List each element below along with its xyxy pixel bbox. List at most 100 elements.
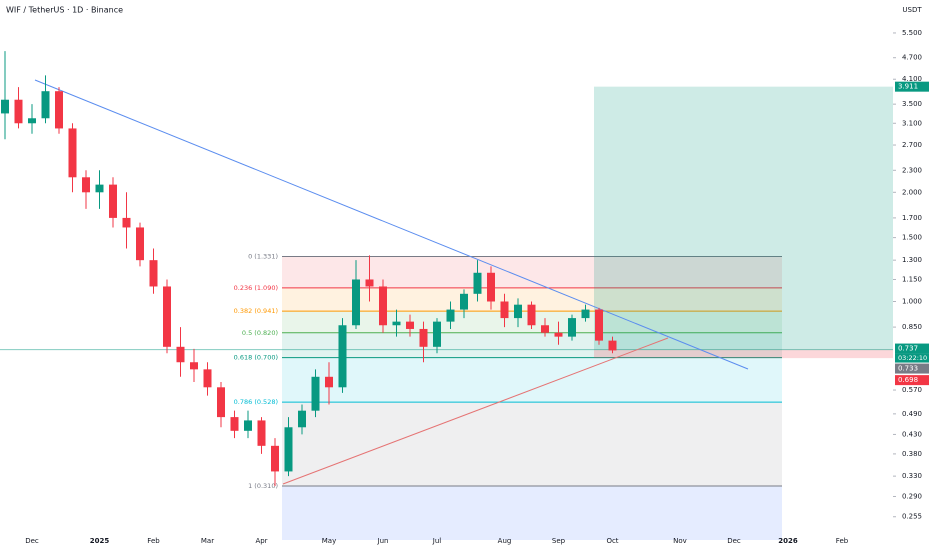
x-tick-label: Dec <box>727 537 741 545</box>
candle-body <box>190 362 198 370</box>
y-tick-label: 1.150 <box>902 275 922 283</box>
fib-label: 0.786 (0.528) <box>234 398 278 406</box>
candle-body <box>568 318 576 337</box>
candle-body <box>514 304 522 319</box>
x-tick-label: 2025 <box>90 537 110 545</box>
currency: USDT <box>902 6 922 14</box>
candle-body <box>55 91 63 129</box>
candle-body <box>311 376 320 411</box>
entry-badge-label: 0.737 <box>898 345 918 353</box>
candle-body <box>554 332 563 337</box>
y-tick-label: 2.700 <box>902 141 922 149</box>
trend-line <box>34 79 749 370</box>
y-tick-label: 2.300 <box>902 166 922 174</box>
entry-badge <box>895 343 929 354</box>
candle-body <box>14 99 23 124</box>
x-tick-label: Apr <box>255 537 267 545</box>
candle-body <box>338 325 347 388</box>
candle-body <box>82 177 90 193</box>
candle-body <box>68 128 77 178</box>
candle-body <box>541 325 549 333</box>
y-tick-label: 0.570 <box>902 386 922 394</box>
candle-body <box>460 293 468 310</box>
candle-body <box>257 420 266 446</box>
loss-zone <box>594 349 893 359</box>
x-tick-label: Jul <box>432 537 442 545</box>
x-tick-label: Mar <box>201 537 214 545</box>
last-price-badge <box>895 363 929 374</box>
candle-body <box>163 286 171 347</box>
fib-label: 0.236 (1.090) <box>234 284 278 292</box>
candle-body <box>217 387 225 418</box>
fib-band <box>282 402 782 486</box>
candle-body <box>41 91 50 119</box>
candle-body <box>149 260 158 287</box>
y-tick-label: 1.300 <box>902 256 922 264</box>
stop-badge <box>895 375 929 386</box>
fib-band <box>282 357 782 403</box>
x-tick-label: Nov <box>673 537 687 545</box>
candle-body <box>406 321 414 329</box>
candle-body <box>122 217 131 228</box>
candle-body <box>136 227 144 261</box>
y-tick-label: 5.500 <box>902 29 922 37</box>
candle-body <box>352 279 360 326</box>
candle-body <box>176 346 185 363</box>
fib-band <box>282 332 782 358</box>
y-tick-label: 1.500 <box>902 234 922 242</box>
stop-badge-label: 0.698 <box>898 376 918 384</box>
x-tick-label: Feb <box>836 537 849 545</box>
candle-body <box>325 376 333 388</box>
long-position <box>0 86 893 359</box>
candle-body <box>109 184 117 218</box>
candle-body <box>203 369 212 388</box>
x-tick-label: Aug <box>498 537 512 545</box>
candle-body <box>271 445 279 472</box>
fib-band <box>282 287 782 312</box>
profit-zone <box>594 86 893 350</box>
target-badge <box>895 81 929 92</box>
candle-body <box>230 417 239 431</box>
candle-body <box>608 340 617 351</box>
candle-body <box>487 272 495 302</box>
candle-body <box>500 301 509 319</box>
x-tick-label: Sep <box>552 537 566 545</box>
y-tick-label: 0.290 <box>902 492 922 500</box>
trend-line <box>282 337 669 485</box>
candle-body <box>527 304 536 326</box>
fib-label: 0.618 (0.700) <box>234 354 278 362</box>
candle-body <box>365 279 374 287</box>
candle-body <box>379 286 387 326</box>
y-tick-label: 0.490 <box>902 410 922 418</box>
y-tick-label: 1.000 <box>902 297 922 305</box>
y-tick-label: 0.430 <box>902 430 922 438</box>
x-tick-label: Dec <box>25 537 39 545</box>
countdown-bg <box>895 353 929 363</box>
candles <box>1 51 617 486</box>
candle-body <box>581 309 590 319</box>
y-tick-label: 0.255 <box>902 513 922 521</box>
price-axis: 5.500 4.700 4.100 3.500 3.100 2.700 2.300 2.000… <box>893 29 929 521</box>
x-tick-label: Oct <box>606 537 618 545</box>
fib-label: 0 (1.331) <box>248 252 278 260</box>
y-tick-label: 0.850 <box>902 323 922 331</box>
candle-body <box>446 309 455 322</box>
y-tick-label: 0.380 <box>902 450 922 458</box>
x-tick-label: Jun <box>377 537 389 545</box>
candle-body <box>95 184 104 193</box>
candle-body <box>284 427 293 472</box>
target-badge-label: 3.911 <box>898 83 918 91</box>
chart-title: WIF / TetherUS · 1D · Binance <box>6 6 123 15</box>
candle-body <box>1 99 9 114</box>
y-tick-label: 3.500 <box>902 100 922 108</box>
y-tick-label: 3.100 <box>902 119 922 127</box>
countdown: 03:22:10 <box>898 354 927 362</box>
fib-band <box>282 256 782 288</box>
candle-body <box>595 309 603 341</box>
y-tick-label: 4.700 <box>902 54 922 62</box>
candle-body <box>244 420 252 431</box>
x-tick-label: Feb <box>147 537 160 545</box>
candle-body <box>473 272 482 294</box>
y-tick-label: 1.700 <box>902 214 922 222</box>
